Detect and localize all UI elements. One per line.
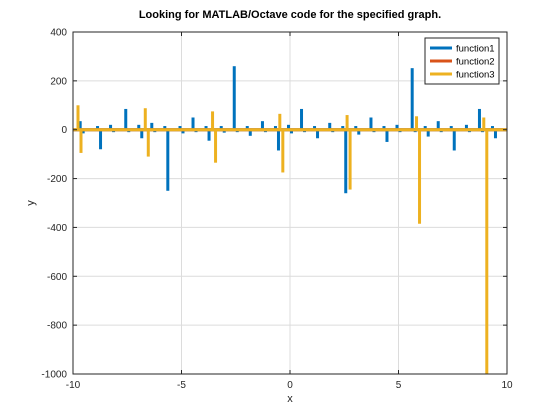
chart-title: Looking for MATLAB/Octave code for the s…	[139, 9, 441, 21]
x-tick-label: -10	[66, 380, 81, 391]
y-tick-label: 400	[50, 28, 67, 39]
y-tick-label: -400	[47, 223, 67, 234]
y-tick-label: 200	[50, 76, 67, 87]
legend-label-function2: function2	[456, 57, 495, 68]
y-axis-label: y	[25, 200, 37, 206]
y-tick-label: -1000	[41, 370, 67, 381]
x-tick-label: -5	[177, 380, 186, 391]
legend-label-function1: function1	[456, 44, 495, 55]
axes	[72, 31, 508, 375]
y-tick-label: -600	[47, 272, 67, 283]
legend-label-function3: function3	[456, 70, 495, 81]
series-function3	[73, 105, 507, 374]
y-tick-label: 0	[61, 125, 67, 136]
x-axis-label: x	[287, 393, 293, 405]
y-tick-label: -200	[47, 174, 67, 185]
x-tick-label: 0	[287, 380, 293, 391]
tick-labels: -10 -5 0 5 10 -1000 -800 -600 -400 -200 0 200 400	[41, 28, 513, 392]
legend: function1 function2 function3	[424, 37, 500, 85]
x-tick-label: 5	[396, 380, 402, 391]
x-tick-label: 10	[501, 380, 513, 391]
plot-series	[73, 66, 507, 374]
y-tick-label: -800	[47, 321, 67, 332]
